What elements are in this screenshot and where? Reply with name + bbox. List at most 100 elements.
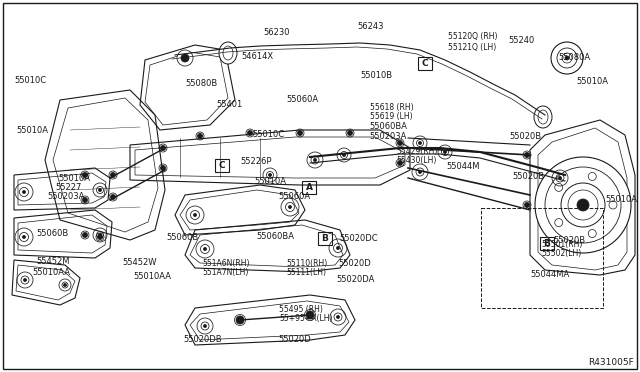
Circle shape	[562, 53, 572, 63]
Text: 55020DC: 55020DC	[339, 234, 378, 243]
Bar	[302, 181, 316, 194]
Circle shape	[177, 50, 193, 66]
Circle shape	[111, 195, 115, 199]
Circle shape	[525, 202, 529, 208]
Circle shape	[193, 214, 196, 217]
Text: 55020D: 55020D	[338, 259, 371, 268]
Text: 56243: 56243	[357, 22, 383, 31]
Circle shape	[535, 157, 631, 253]
Text: 55080B: 55080B	[185, 79, 217, 88]
Circle shape	[248, 131, 253, 135]
Text: 55010A: 55010A	[576, 77, 608, 86]
Circle shape	[63, 283, 67, 286]
Circle shape	[337, 247, 339, 250]
Circle shape	[419, 170, 422, 173]
Circle shape	[561, 183, 605, 227]
Circle shape	[419, 141, 422, 144]
Text: 55060B: 55060B	[36, 229, 68, 238]
Text: 55010A: 55010A	[16, 126, 48, 135]
Circle shape	[314, 158, 317, 161]
Text: A: A	[305, 183, 312, 192]
Circle shape	[83, 173, 88, 177]
Bar	[540, 237, 554, 250]
Circle shape	[444, 151, 447, 154]
Circle shape	[337, 315, 339, 318]
Text: 55020B: 55020B	[512, 172, 544, 181]
Circle shape	[204, 247, 207, 250]
Text: 55619 (LH): 55619 (LH)	[370, 112, 413, 121]
Circle shape	[551, 42, 583, 74]
Circle shape	[24, 279, 26, 282]
Text: 55080A: 55080A	[558, 53, 590, 62]
Text: 55227: 55227	[55, 183, 81, 192]
Text: 55020DB: 55020DB	[183, 335, 221, 344]
Text: 550203A: 550203A	[369, 132, 406, 141]
Text: 55010C: 55010C	[252, 130, 284, 139]
Text: 55121Q (LH): 55121Q (LH)	[448, 43, 496, 52]
Circle shape	[198, 134, 202, 138]
Circle shape	[22, 190, 26, 193]
Text: 55044M: 55044M	[446, 162, 479, 171]
Circle shape	[289, 205, 291, 208]
Circle shape	[22, 235, 26, 238]
Ellipse shape	[534, 106, 552, 128]
Text: 55044MA: 55044MA	[530, 270, 569, 279]
Text: 55430(LH): 55430(LH)	[396, 156, 436, 165]
Text: 55010A: 55010A	[58, 174, 90, 183]
Text: 55010B: 55010B	[360, 71, 392, 80]
Text: 55020DA: 55020DA	[336, 275, 374, 284]
Text: 55226P: 55226P	[240, 157, 271, 166]
Circle shape	[204, 324, 207, 327]
Circle shape	[99, 189, 102, 192]
Circle shape	[588, 173, 596, 180]
Text: 55429(RH): 55429(RH)	[396, 147, 437, 156]
Circle shape	[525, 153, 529, 157]
Bar	[318, 232, 332, 245]
Text: 54614X: 54614X	[241, 52, 273, 61]
Text: 55240: 55240	[508, 36, 534, 45]
Text: 55010AA: 55010AA	[32, 268, 70, 277]
Circle shape	[298, 131, 303, 135]
Circle shape	[83, 232, 88, 237]
Text: B: B	[321, 234, 328, 243]
Circle shape	[397, 160, 403, 166]
Text: 55010A: 55010A	[254, 177, 286, 186]
Text: C: C	[219, 161, 225, 170]
Text: 55452W: 55452W	[122, 258, 157, 267]
Text: 55502(LH): 55502(LH)	[541, 249, 581, 258]
Text: C: C	[422, 59, 428, 68]
Circle shape	[397, 141, 403, 145]
Text: 55010C: 55010C	[14, 76, 46, 85]
Circle shape	[306, 311, 314, 319]
Text: 55060BA: 55060BA	[369, 122, 407, 131]
Circle shape	[181, 54, 189, 62]
Text: 55020D: 55020D	[278, 335, 311, 344]
Text: 551A7N(LH): 551A7N(LH)	[202, 268, 248, 277]
Text: 55+95+A(LH): 55+95+A(LH)	[279, 314, 333, 323]
Circle shape	[609, 201, 617, 209]
Text: 55401: 55401	[216, 100, 243, 109]
Text: 55060BA: 55060BA	[256, 232, 294, 241]
Circle shape	[555, 219, 563, 227]
Text: 55120Q (RH): 55120Q (RH)	[448, 32, 497, 41]
Text: 55111(LH): 55111(LH)	[286, 268, 326, 277]
Bar	[215, 159, 229, 172]
Circle shape	[559, 176, 561, 180]
Circle shape	[269, 173, 271, 176]
Text: 550203A: 550203A	[47, 192, 84, 201]
Text: 55020B: 55020B	[509, 132, 541, 141]
Text: 55060B: 55060B	[166, 233, 198, 242]
Circle shape	[97, 234, 102, 240]
Text: 551A6N(RH): 551A6N(RH)	[202, 259, 250, 268]
Circle shape	[588, 230, 596, 238]
Bar	[418, 57, 432, 70]
Text: 55495 (RH): 55495 (RH)	[279, 305, 323, 314]
Circle shape	[342, 154, 346, 157]
Circle shape	[99, 234, 102, 237]
Text: 55010A: 55010A	[605, 195, 637, 204]
Circle shape	[83, 198, 88, 202]
Text: 55020B: 55020B	[553, 236, 585, 245]
Circle shape	[577, 199, 589, 211]
Text: 55452M: 55452M	[36, 257, 70, 266]
Circle shape	[555, 183, 563, 191]
